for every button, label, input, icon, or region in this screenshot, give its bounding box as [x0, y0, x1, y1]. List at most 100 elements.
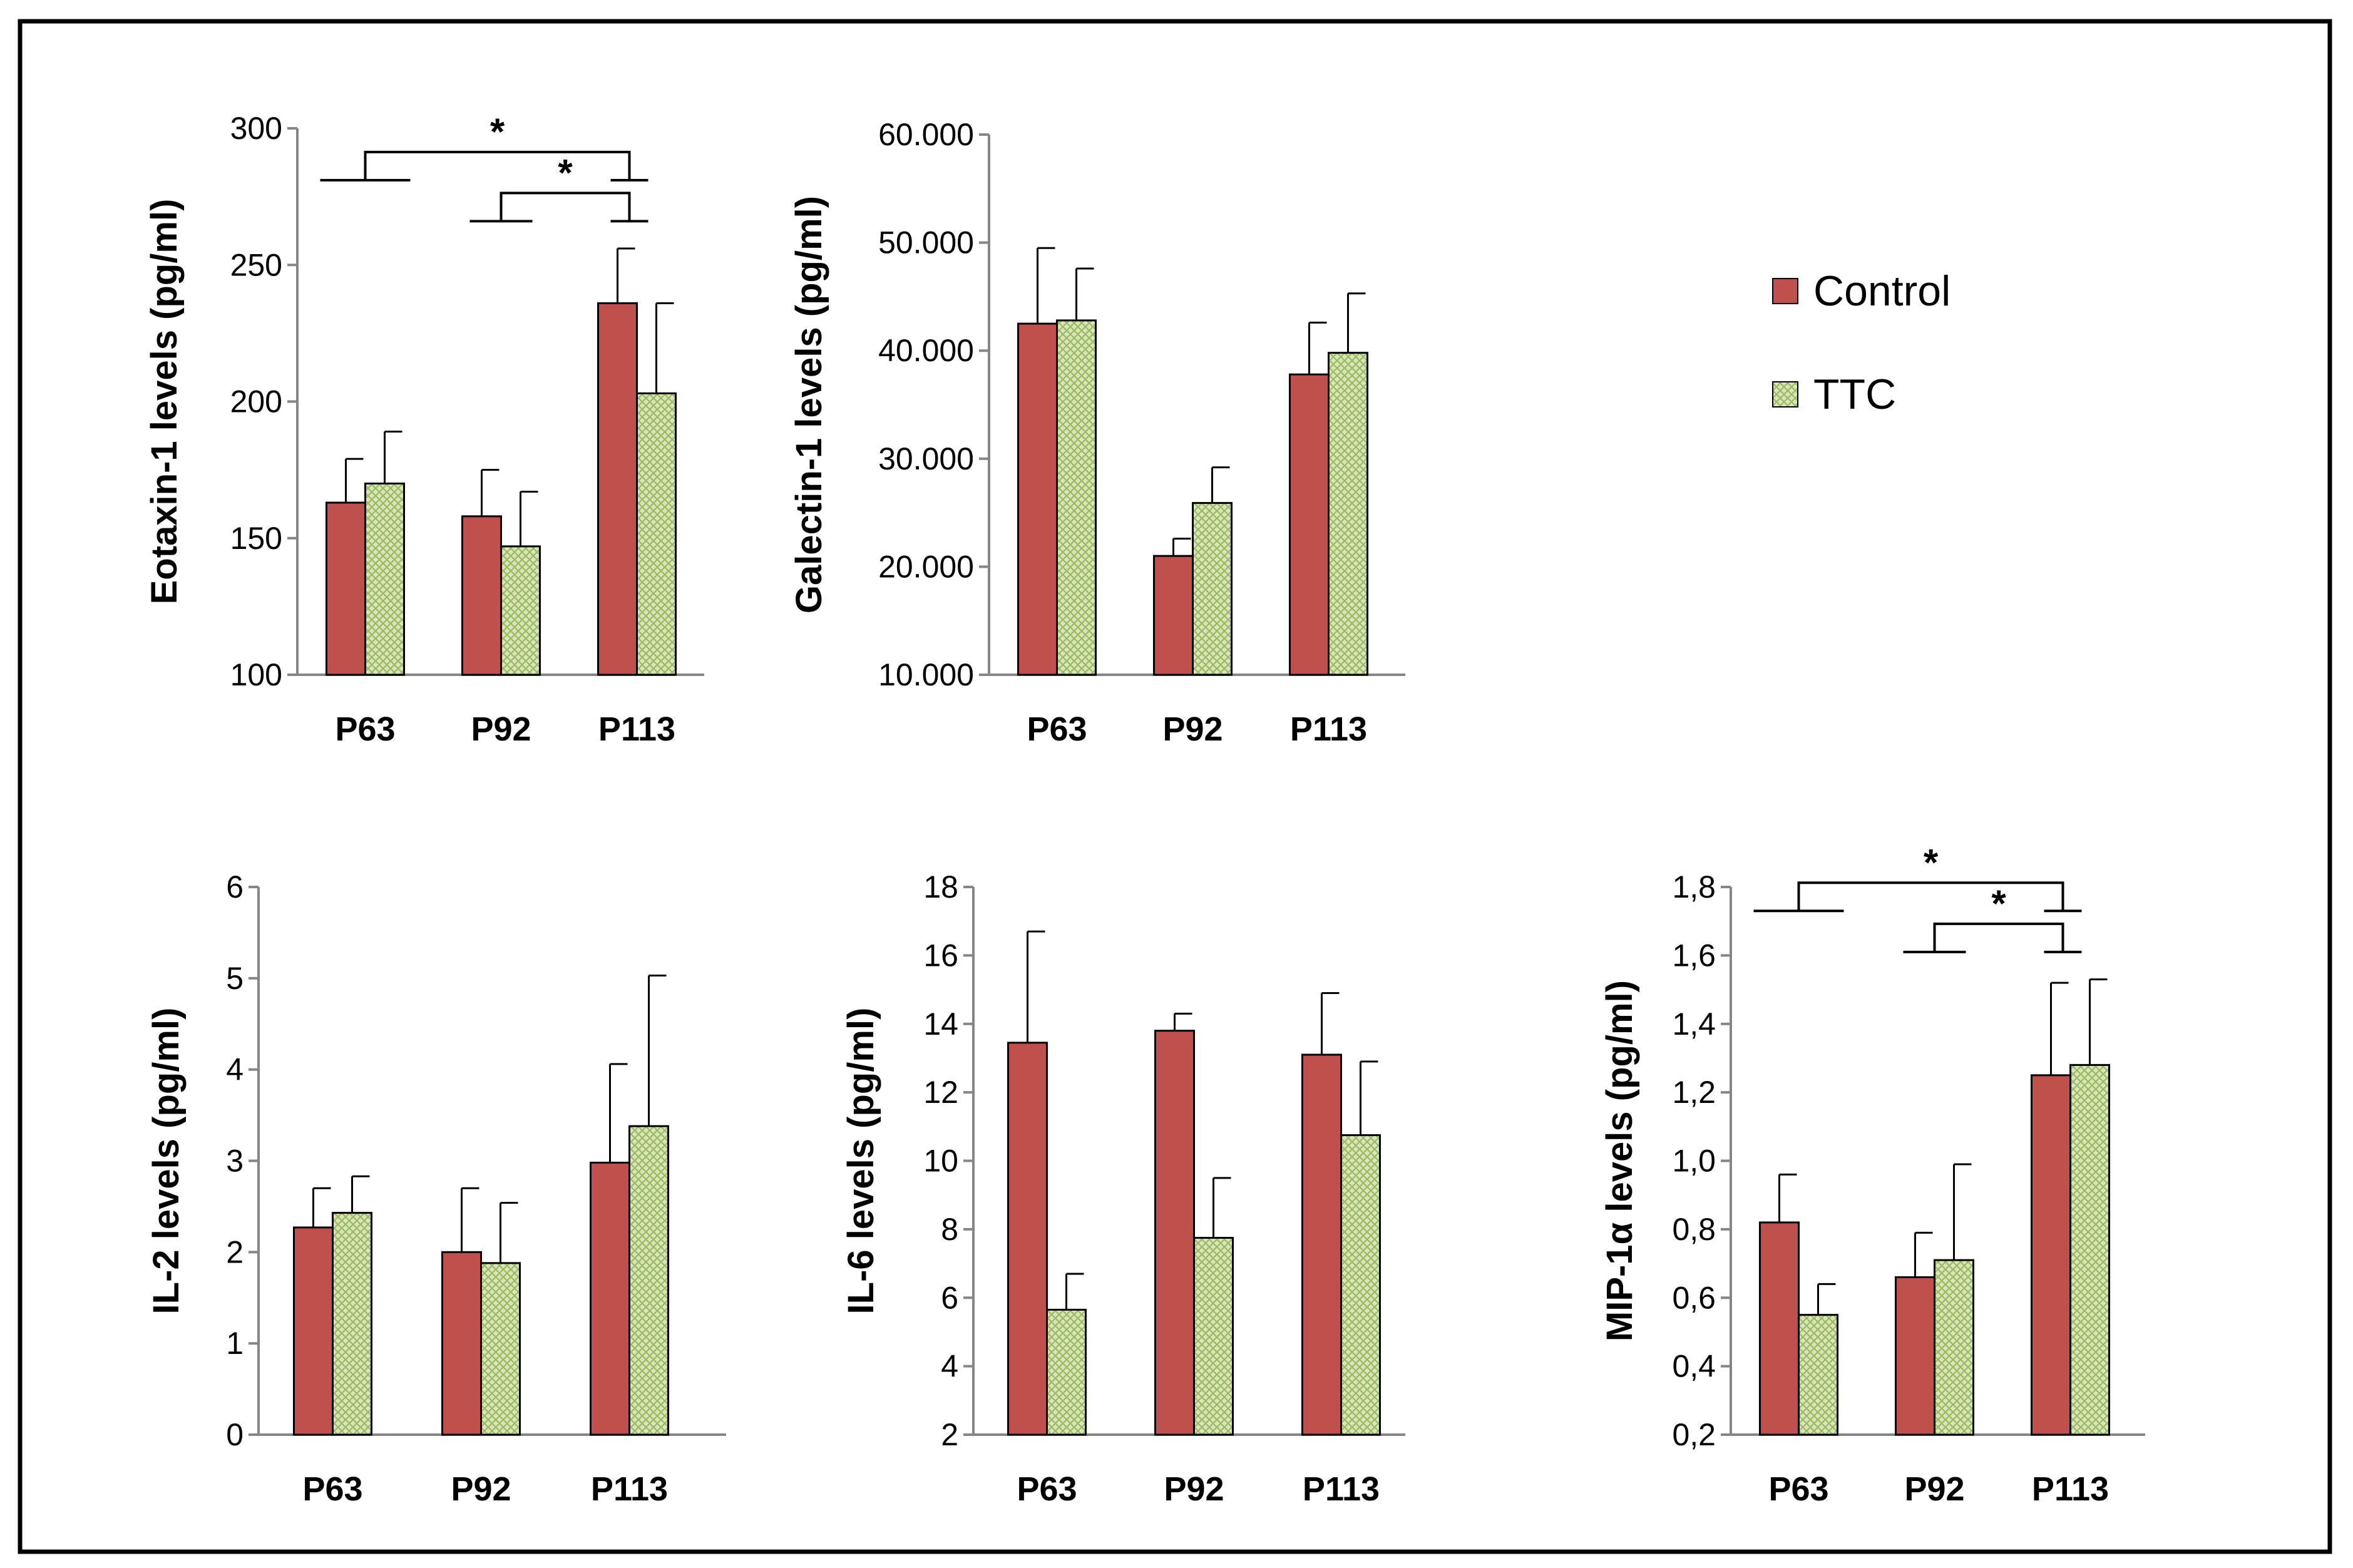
significance-bracket [364, 150, 631, 180]
significance-bracket [1797, 881, 2064, 911]
y-axis-title: IL-2 levels (pg/ml) [146, 1008, 187, 1314]
bar-control-p63 [326, 501, 366, 676]
y-tick-label: 1,0 [1672, 1144, 1716, 1179]
x-tick-label: P92 [451, 1470, 511, 1508]
y-axis-title: Eotaxin-1 levels (pg/ml) [144, 199, 185, 605]
il-2-panel: 0 1 2 3 4 5 6 P63 P92 P113 IL-2 levels (pg/ml) [146, 869, 726, 1508]
x-tick-label: P63 [1768, 1470, 1828, 1508]
y-axis-title: Galectin-1 levels (pg/ml) [789, 196, 829, 613]
significance-star: * [1991, 883, 2006, 925]
x-tick-label: P113 [1303, 1470, 1380, 1508]
y-tick-label: 0 [226, 1417, 244, 1452]
y-tick-label: 0,8 [1672, 1212, 1716, 1247]
significance-star: * [558, 151, 573, 193]
y-tick-label: 4 [226, 1052, 244, 1087]
y-tick-label: 10 [923, 1144, 958, 1179]
bar-ttc-p113 [2069, 1063, 2110, 1436]
x-tick-label: P63 [302, 1470, 362, 1508]
y-tick-label: 150 [230, 521, 282, 556]
bar-ttc-p63 [1798, 1314, 1838, 1436]
bar-control-p63 [1759, 1221, 1800, 1436]
eotaxin-1-panel: 100 150 200 250 300 P63 P92 P113 Eotaxin-1 level… [144, 111, 704, 748]
legend-swatch-ttc [1772, 381, 1798, 407]
significance-star: * [1924, 841, 1939, 883]
significance-bracket [500, 192, 631, 222]
y-tick-label: 20.000 [878, 549, 974, 584]
y-tick-label: 10.000 [878, 657, 974, 692]
bar-ttc-p113 [628, 1125, 669, 1436]
x-tick-label: P113 [591, 1470, 668, 1508]
y-tick-label: 2 [226, 1234, 244, 1269]
x-tick-label: P92 [1162, 710, 1223, 748]
bar-control-p92 [1153, 555, 1194, 676]
bar-ttc-p92 [1192, 502, 1233, 676]
bar-control-p113 [1301, 1053, 1342, 1436]
bar-control-p63 [1007, 1042, 1048, 1436]
x-tick-label: P113 [1290, 710, 1367, 748]
x-tick-label: P113 [598, 710, 675, 748]
bar-control-p92 [1154, 1030, 1195, 1436]
y-tick-label: 8 [941, 1212, 958, 1247]
bar-control-p92 [461, 515, 502, 676]
y-tick-label: 5 [226, 961, 244, 996]
bar-control-p113 [1289, 373, 1330, 676]
y-tick-label: 100 [230, 657, 282, 692]
significance-bracket [1933, 922, 2064, 952]
y-tick-label: 0,2 [1672, 1417, 1716, 1452]
y-tick-label: 6 [226, 869, 244, 904]
y-tick-label: 1,8 [1672, 869, 1716, 904]
y-tick-label: 30.000 [878, 441, 974, 476]
bar-ttc-p113 [1328, 352, 1368, 676]
il-6-panel: 2 4 6 8 10 12 14 16 18 P63 P92 P113 IL-6 levels (pg/… [841, 869, 1405, 1508]
bar-ttc-p63 [332, 1212, 372, 1436]
legend-swatch-control [1772, 278, 1798, 304]
y-tick-label: 300 [230, 111, 282, 146]
y-tick-label: 6 [941, 1280, 958, 1315]
bar-ttc-p113 [636, 392, 677, 676]
y-tick-label: 2 [941, 1417, 958, 1452]
y-tick-label: 0,6 [1672, 1280, 1716, 1315]
y-tick-label: 1,4 [1672, 1007, 1716, 1042]
bar-control-p92 [1895, 1276, 1935, 1436]
y-tick-label: 18 [923, 869, 958, 904]
y-tick-label: 1,6 [1672, 938, 1716, 973]
bar-ttc-p92 [480, 1262, 521, 1436]
bar-ttc-p92 [1193, 1237, 1234, 1436]
legend-label-control: Control [1813, 267, 1951, 315]
y-tick-label: 16 [923, 938, 958, 973]
x-tick-label: P63 [335, 710, 395, 748]
y-tick-label: 1 [226, 1326, 244, 1361]
bar-control-p63 [1017, 322, 1058, 676]
bar-control-p113 [2031, 1074, 2071, 1436]
y-tick-label: 50.000 [878, 225, 974, 260]
mip-1a-panel: 0,2 0,4 0,6 0,8 1,0 1,2 1,4 1,6 1,8 P63 P92 P113 MIP… [1599, 841, 2145, 1508]
y-tick-label: 60.000 [878, 117, 974, 152]
y-tick-label: 3 [226, 1144, 244, 1179]
y-tick-label: 250 [230, 247, 282, 282]
y-tick-label: 12 [923, 1075, 958, 1110]
bar-ttc-p63 [1056, 319, 1097, 676]
legend: Control TTC [1772, 267, 1951, 418]
bar-control-p113 [597, 302, 638, 676]
bar-ttc-p113 [1340, 1134, 1381, 1436]
y-tick-label: 0,4 [1672, 1349, 1716, 1384]
bar-ttc-p63 [364, 482, 405, 676]
bar-ttc-p92 [1934, 1259, 1974, 1436]
legend-label-ttc: TTC [1813, 371, 1896, 418]
x-tick-label: P113 [2032, 1470, 2109, 1508]
x-tick-label: P63 [1027, 710, 1087, 748]
x-tick-label: P92 [1164, 1470, 1224, 1508]
x-tick-label: P92 [471, 710, 531, 748]
bar-control-p113 [590, 1161, 630, 1436]
y-tick-label: 1,2 [1672, 1075, 1716, 1110]
y-tick-label: 14 [923, 1007, 958, 1042]
x-tick-label: P92 [1904, 1470, 1964, 1508]
bar-ttc-p63 [1046, 1308, 1087, 1436]
y-tick-label: 40.000 [878, 333, 974, 368]
y-tick-label: 200 [230, 384, 282, 419]
bar-control-p63 [293, 1226, 334, 1436]
y-tick-label: 4 [941, 1349, 958, 1384]
significance-star: * [490, 111, 505, 153]
bar-ttc-p92 [500, 545, 541, 676]
